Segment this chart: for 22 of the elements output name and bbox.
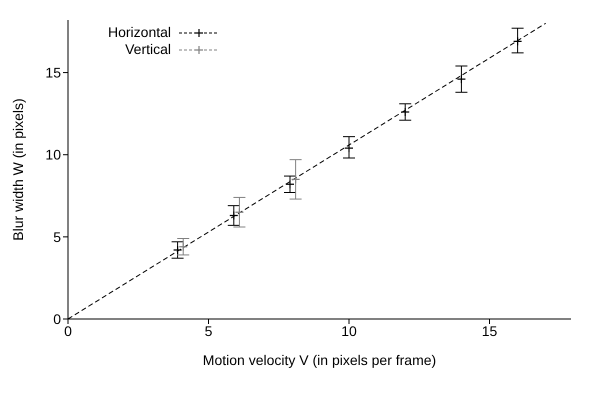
x-axis-title: Motion velocity V (in pixels per frame) <box>202 352 436 368</box>
point <box>291 174 300 184</box>
legend-label: Vertical <box>125 41 172 58</box>
y-axis-title: Blur width W (in pixels) <box>10 98 26 241</box>
point <box>234 208 244 217</box>
point <box>456 74 466 84</box>
y-tick-label: 0 <box>53 310 62 327</box>
x-tick-label: 0 <box>64 322 72 339</box>
y-tick-label: 15 <box>45 64 62 81</box>
point <box>400 107 410 117</box>
x-tick-label: 15 <box>482 322 498 339</box>
point <box>285 180 295 189</box>
legend-label: Horizontal <box>108 24 172 41</box>
x-tick-label: 10 <box>341 322 358 339</box>
point <box>178 242 188 252</box>
point <box>344 144 354 153</box>
point <box>172 245 182 255</box>
y-tick-label: 10 <box>45 146 62 163</box>
point <box>513 36 522 46</box>
x-tick-label: 5 <box>204 322 213 339</box>
point <box>229 210 238 220</box>
y-tick-label: 5 <box>53 228 62 245</box>
